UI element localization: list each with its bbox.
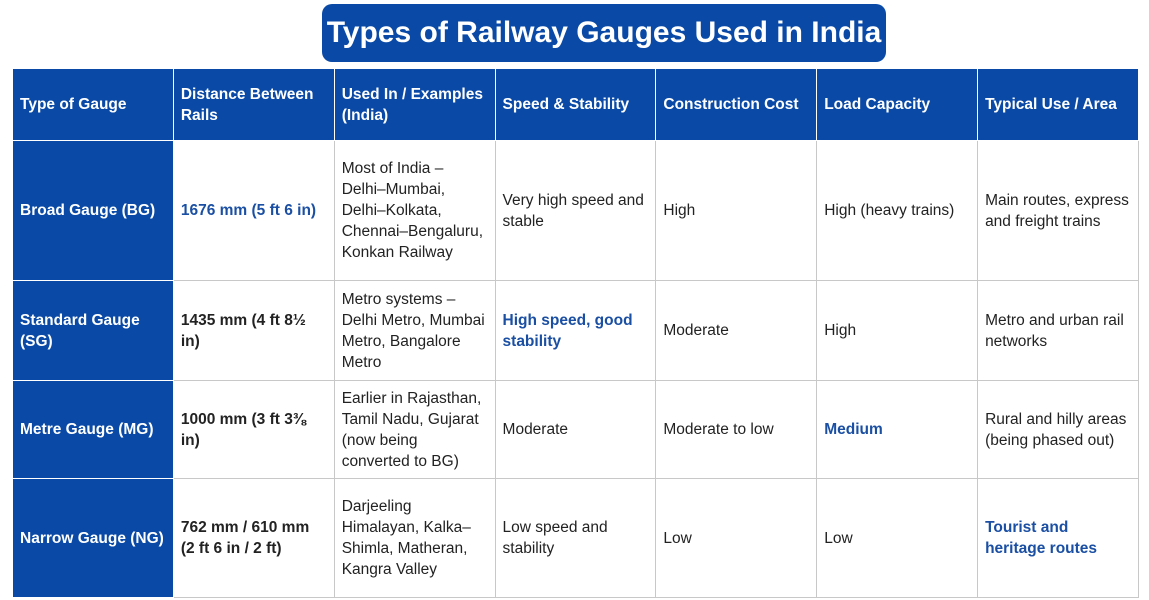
table-cell: High (heavy trains) xyxy=(816,140,979,281)
table-cell: Moderate xyxy=(494,380,657,479)
table-cell: 1000 mm (3 ft 3⅜ in) xyxy=(172,380,335,479)
row-header: Standard Gauge (SG) xyxy=(12,280,174,381)
table-row: Metre Gauge (MG) 1000 mm (3 ft 3⅜ in) Earl… xyxy=(12,380,1139,479)
column-header: Distance Between Rails xyxy=(172,68,335,141)
table-cell: High speed, good stability xyxy=(494,280,657,381)
table-cell: Metro and urban rail networks xyxy=(977,280,1139,381)
column-header: Construction Cost xyxy=(655,68,818,141)
table-cell: Rural and hilly areas (being phased out) xyxy=(977,380,1139,479)
table-cell: Earlier in Rajasthan, Tamil Nadu, Gujara… xyxy=(333,380,496,479)
column-header: Typical Use / Area xyxy=(977,68,1139,141)
table-cell: Tourist and heritage routes xyxy=(977,478,1139,598)
table-cell: 1676 mm (5 ft 6 in) xyxy=(172,140,335,281)
table-cell: Main routes, express and freight trains xyxy=(977,140,1139,281)
column-header: Type of Gauge xyxy=(12,68,174,141)
table-cell: Moderate to low xyxy=(655,380,818,479)
table-cell: Most of India – Delhi–Mumbai, Delhi–Kolk… xyxy=(333,140,496,281)
column-header: Used In / Examples (India) xyxy=(333,68,496,141)
table-cell: Medium xyxy=(816,380,979,479)
table-cell: Low xyxy=(816,478,979,598)
column-header: Load Capacity xyxy=(816,68,979,141)
table-cell: High xyxy=(655,140,818,281)
column-header: Speed & Stability xyxy=(494,68,657,141)
row-header: Metre Gauge (MG) xyxy=(12,380,174,479)
row-header: Broad Gauge (BG) xyxy=(12,140,174,281)
table-row: Broad Gauge (BG) 1676 mm (5 ft 6 in) Most … xyxy=(12,140,1139,281)
table-cell: Metro systems – Delhi Metro, Mumbai Metr… xyxy=(333,280,496,381)
table-cell: Darjeeling Himalayan, Kalka–Shimla, Math… xyxy=(333,478,496,598)
table-head: Type of Gauge Distance Between Rails Used … xyxy=(12,68,1139,141)
table-row: Narrow Gauge (NG) 762 mm / 610 mm (2 ft 6… xyxy=(12,478,1139,598)
title-banner: Types of Railway Gauges Used in India xyxy=(322,4,886,62)
table-cell: High xyxy=(816,280,979,381)
row-header: Narrow Gauge (NG) xyxy=(12,478,174,598)
table-cell: Low xyxy=(655,478,818,598)
table-cell: 762 mm / 610 mm (2 ft 6 in / 2 ft) xyxy=(172,478,335,598)
table-cell: 1435 mm (4 ft 8½ in) xyxy=(172,280,335,381)
gauge-table: Type of Gauge Distance Between Rails Used … xyxy=(12,68,1139,598)
table-cell: Very high speed and stable xyxy=(494,140,657,281)
table-cell: Moderate xyxy=(655,280,818,381)
table-row: Standard Gauge (SG) 1435 mm (4 ft 8½ in) M… xyxy=(12,280,1139,381)
header-row: Type of Gauge Distance Between Rails Used … xyxy=(12,68,1139,141)
table-cell: Low speed and stability xyxy=(494,478,657,598)
table-body: Broad Gauge (BG) 1676 mm (5 ft 6 in) Most … xyxy=(12,140,1139,598)
